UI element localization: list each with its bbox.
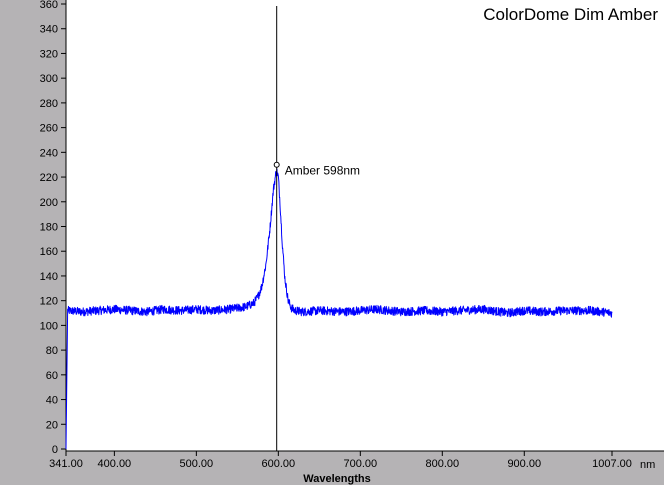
- y-tick-label: 320: [40, 48, 58, 60]
- plot-area: [66, 0, 664, 451]
- cursor-layer[interactable]: Amber 598nm: [273, 6, 360, 451]
- y-tick-label: 80: [46, 345, 58, 357]
- x-axis-unit: nm: [640, 459, 655, 471]
- y-tick-label: 360: [40, 0, 58, 11]
- x-tick-label: 700.00: [343, 458, 377, 470]
- x-tick-label: 400.00: [98, 458, 132, 470]
- y-tick-label: 20: [46, 419, 58, 431]
- y-tick-label: 160: [40, 246, 58, 258]
- series-line: [65, 168, 613, 450]
- y-tick-label: 300: [40, 73, 58, 85]
- y-tick-label: 240: [40, 147, 58, 159]
- x-tick-label: 800.00: [425, 458, 459, 470]
- cursor-label: Amber 598nm: [285, 164, 360, 178]
- x-tick-label: 1007.00: [592, 458, 632, 470]
- y-tick-label: 180: [40, 222, 58, 234]
- cursor-marker[interactable]: [273, 161, 280, 168]
- y-tick-label: 140: [40, 271, 58, 283]
- y-tick-label: 60: [46, 370, 58, 382]
- y-tick-label: 40: [46, 395, 58, 407]
- y-tick-label: 340: [40, 24, 58, 36]
- x-tick-label: 500.00: [180, 458, 214, 470]
- y-tick-label: 120: [40, 296, 58, 308]
- y-tick-label: 260: [40, 123, 58, 135]
- y-tick-label: 280: [40, 98, 58, 110]
- x-tick-label: 341.00: [49, 458, 83, 470]
- y-tick-label: 200: [40, 197, 58, 209]
- series-layer: [65, 168, 613, 450]
- x-tick-label: 600.00: [262, 458, 296, 470]
- y-tick-label: 100: [40, 320, 58, 332]
- y-tick-label: 220: [40, 172, 58, 184]
- axes: 0 20 40 60 80 100 120 140 160 180 200 220 240 260 280 3…: [40, 0, 664, 470]
- y-tick-label: 0: [52, 444, 58, 456]
- x-tick-label: 900.00: [507, 458, 541, 470]
- chart-title: ColorDome Dim Amber: [483, 5, 658, 24]
- x-axis-label: Wavelengths: [303, 473, 370, 485]
